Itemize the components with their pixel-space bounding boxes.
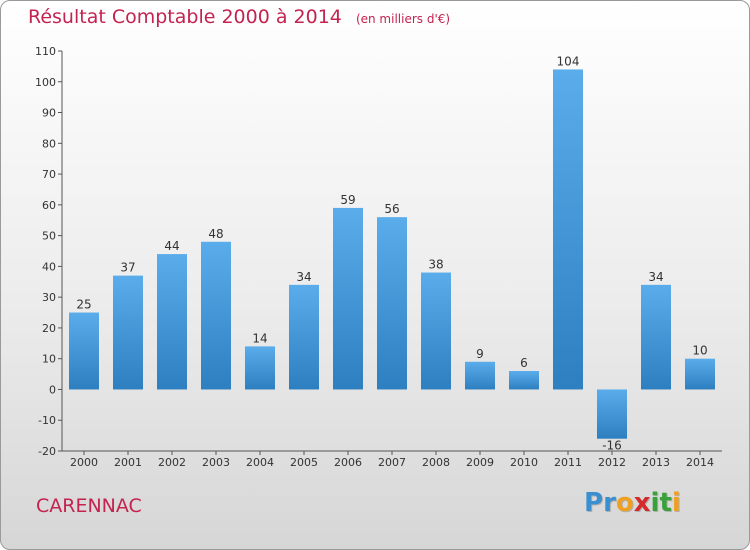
- x-tick-label-2012: 2012: [598, 456, 626, 469]
- value-label-2004: 14: [252, 331, 267, 345]
- logo-letter: P: [584, 488, 604, 518]
- bar-2012: [597, 389, 627, 439]
- proxiti-logo: Proxiti: [584, 488, 681, 518]
- value-label-2000: 25: [76, 298, 91, 312]
- y-tick-label: 30: [42, 291, 56, 304]
- value-label-2002: 44: [164, 239, 179, 253]
- bar-2008: [421, 272, 451, 390]
- y-tick-label: 40: [42, 260, 56, 273]
- logo-letter: i: [671, 488, 681, 518]
- value-label-2003: 48: [208, 227, 223, 241]
- chart-title: Résultat Comptable 2000 à 2014 (en milli…: [28, 6, 450, 28]
- x-tick-label-2001: 2001: [114, 456, 142, 469]
- x-tick-label-2008: 2008: [422, 456, 450, 469]
- y-tick-label: 80: [42, 137, 56, 150]
- x-tick-label-2013: 2013: [642, 456, 670, 469]
- bar-2007: [377, 217, 407, 390]
- x-tick-label-2009: 2009: [466, 456, 494, 469]
- bar-2005: [289, 284, 319, 390]
- x-tick-label-2007: 2007: [378, 456, 406, 469]
- logo-letter: r: [603, 488, 616, 518]
- bar-2001: [113, 275, 143, 390]
- value-label-2008: 38: [428, 258, 443, 272]
- bar-2013: [641, 284, 671, 390]
- value-label-2006: 59: [340, 193, 355, 207]
- bar-2000: [69, 312, 99, 390]
- y-tick-label: 0: [49, 383, 56, 396]
- x-tick-label-2010: 2010: [510, 456, 538, 469]
- y-tick-label: 60: [42, 199, 56, 212]
- value-label-2005: 34: [296, 270, 311, 284]
- bar-2006: [333, 207, 363, 390]
- bar-2002: [157, 254, 187, 390]
- bar-2011: [553, 69, 583, 390]
- y-tick-label: 70: [42, 168, 56, 181]
- y-tick-label: 10: [42, 353, 56, 366]
- y-tick-label: 20: [42, 322, 56, 335]
- commune-name: CARENNAC: [36, 495, 142, 517]
- value-label-2009: 9: [476, 347, 484, 361]
- chart-title-text: Résultat Comptable 2000 à 2014: [28, 6, 342, 28]
- y-tick-label: 90: [42, 107, 56, 120]
- value-label-2012: -16: [602, 439, 622, 453]
- bar-2003: [201, 241, 231, 390]
- y-tick-label: -20: [38, 445, 56, 458]
- x-tick-label-2014: 2014: [686, 456, 714, 469]
- y-tick-label: 100: [35, 76, 56, 89]
- logo-letter: x: [633, 488, 651, 518]
- logo-letter: t: [659, 488, 672, 518]
- y-tick-label: 50: [42, 230, 56, 243]
- x-tick-label-2003: 2003: [202, 456, 230, 469]
- bar-2004: [245, 346, 275, 390]
- x-tick-label-2002: 2002: [158, 456, 186, 469]
- logo-letter: i: [650, 488, 660, 518]
- chart-subtitle: (en milliers d'€): [355, 12, 451, 26]
- x-tick-label-2005: 2005: [290, 456, 318, 469]
- value-label-2011: 104: [557, 54, 580, 68]
- bar-2014: [685, 358, 715, 390]
- x-tick-label-2004: 2004: [246, 456, 274, 469]
- value-label-2014: 10: [692, 344, 707, 358]
- value-label-2001: 37: [120, 261, 135, 275]
- value-label-2007: 56: [384, 202, 399, 216]
- y-tick-label: -10: [38, 414, 56, 427]
- logo-letter: o: [615, 488, 634, 518]
- x-tick-label-2011: 2011: [554, 456, 582, 469]
- x-tick-label-2006: 2006: [334, 456, 362, 469]
- y-tick-label: 110: [35, 45, 56, 58]
- bar-2010: [509, 371, 539, 390]
- bar-2009: [465, 361, 495, 390]
- value-label-2010: 6: [520, 356, 528, 370]
- value-label-2013: 34: [648, 270, 663, 284]
- x-tick-label-2000: 2000: [70, 456, 98, 469]
